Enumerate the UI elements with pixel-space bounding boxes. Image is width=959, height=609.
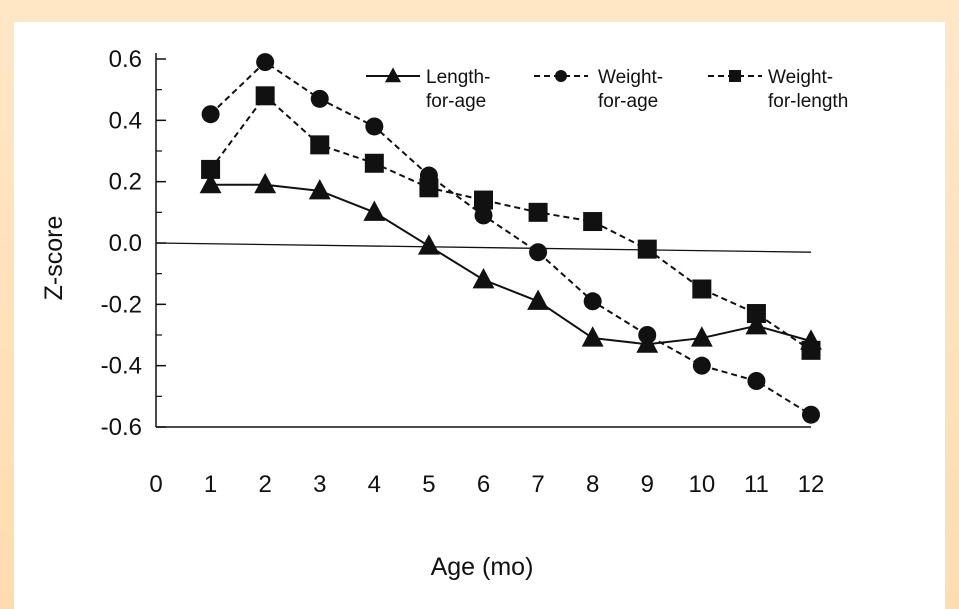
- data-point: [310, 89, 329, 108]
- series-layer: [199, 53, 822, 424]
- legend-marker: [555, 70, 567, 82]
- x-tick-label: 7: [531, 471, 544, 498]
- x-axis-title: Age (mo): [431, 553, 534, 581]
- data-point: [528, 202, 548, 222]
- data-point: [581, 326, 604, 347]
- zero-reference-line-group: [155, 242, 812, 253]
- y-tick-label: -0.6: [101, 414, 142, 441]
- data-point: [201, 105, 220, 124]
- legend-entry: Length-for-age: [366, 67, 490, 112]
- data-point: [363, 200, 386, 221]
- legend-label: for-age: [598, 91, 658, 112]
- data-point: [364, 153, 384, 173]
- x-tick-label: 1: [204, 471, 217, 498]
- legend: Length-for-ageWeight-for-ageWeight-for-l…: [366, 67, 848, 112]
- legend-entry: Weight-for-age: [534, 67, 663, 112]
- data-point: [637, 239, 657, 259]
- data-point: [254, 172, 277, 194]
- legend-label: Weight-: [768, 67, 833, 88]
- y-axis-title: Z-score: [40, 216, 68, 301]
- x-tick-label: 6: [477, 471, 490, 498]
- x-tick-label: 12: [798, 471, 825, 498]
- data-point: [199, 172, 222, 194]
- data-point: [472, 268, 495, 289]
- data-point: [255, 86, 275, 106]
- series-triangle: [199, 172, 822, 353]
- y-tick-label: -0.4: [101, 353, 142, 380]
- data-point: [310, 135, 330, 155]
- data-point: [474, 206, 493, 225]
- x-tick-label: 3: [313, 471, 326, 498]
- y-tick-label: 0.4: [109, 107, 142, 134]
- data-point: [417, 234, 440, 255]
- data-point: [636, 332, 659, 353]
- x-tick-label: 8: [586, 471, 599, 498]
- chart-panel: 0.6 0.4 0.2 0.0 -0.2 -0.4 -0.6 0 1 2 3 4 5 6 7 8 9 10 11 12…: [14, 22, 945, 609]
- y-tick-label: 0.0: [109, 230, 142, 257]
- series-circle: [201, 53, 820, 424]
- series-line: [209, 61, 812, 416]
- legend-label: Weight-: [598, 67, 663, 88]
- x-tick-label: 0: [149, 471, 162, 498]
- zscore-line-chart: 0.60.40.20.0-0.2-0.4-0.60 1 2 3 4 5 6 7 8 9 10 11 12…: [40, 46, 848, 581]
- data-point: [308, 179, 331, 200]
- y-tick-label: 0.2: [109, 169, 142, 196]
- legend-marker: [384, 67, 402, 83]
- data-point: [802, 405, 820, 424]
- legend-label: for-length: [768, 91, 848, 112]
- series-line: [210, 183, 812, 346]
- data-point: [800, 329, 822, 350]
- data-point: [365, 117, 384, 136]
- legend-entry: Weight-for-length: [708, 67, 848, 112]
- legend-marker: [729, 70, 741, 82]
- x-tick-label: 10: [688, 471, 715, 498]
- legend-label: Length-: [426, 67, 490, 88]
- data-point: [690, 326, 713, 347]
- data-point: [583, 212, 603, 232]
- x-tick-label: 2: [258, 471, 271, 498]
- data-point: [583, 292, 602, 311]
- data-point: [529, 243, 548, 262]
- series-line: [209, 94, 812, 352]
- series-square: [201, 86, 821, 360]
- data-point: [746, 304, 766, 324]
- data-point: [745, 314, 768, 335]
- y-tick-label: -0.2: [101, 291, 142, 318]
- data-point: [201, 159, 221, 179]
- data-point: [692, 356, 711, 375]
- x-tick-label: 5: [422, 471, 435, 498]
- data-point: [256, 53, 275, 72]
- x-tick-label: 11: [744, 471, 769, 498]
- data-point: [692, 279, 712, 299]
- x-tick-label: 4: [368, 471, 381, 498]
- data-point: [527, 289, 550, 310]
- zero-reference-line: [155, 242, 812, 253]
- data-point: [419, 178, 439, 198]
- legend-label: for-age: [426, 91, 486, 112]
- data-point: [474, 190, 493, 210]
- data-point: [747, 372, 766, 390]
- y-tick-label: 0.6: [109, 46, 142, 73]
- axes: 0.60.40.20.0-0.2-0.4-0.60 1 2 3 4 5 6 7 8 9 10 11 12: [101, 46, 825, 498]
- x-tick-label: 9: [641, 471, 654, 498]
